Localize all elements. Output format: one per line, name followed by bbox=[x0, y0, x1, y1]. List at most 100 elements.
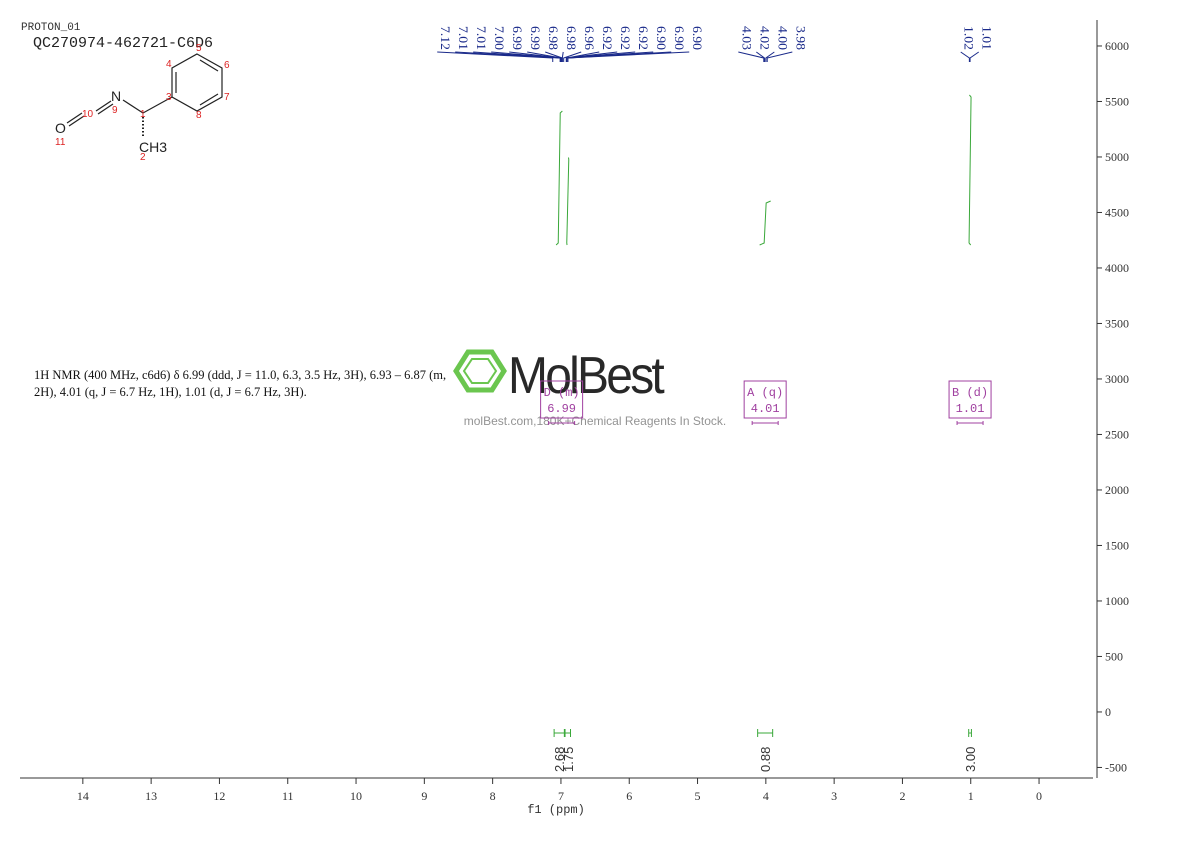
peak-connector bbox=[960, 51, 970, 62]
bond bbox=[122, 99, 144, 114]
integral-label: 0.88 bbox=[758, 747, 773, 772]
x-tick-label: 1 bbox=[968, 789, 974, 803]
peak-label: 7.12 bbox=[438, 26, 453, 50]
peak-label: 4.03 bbox=[739, 26, 754, 50]
multiplet-range bbox=[751, 421, 779, 425]
peak-connector bbox=[563, 51, 582, 62]
x-tick-label: 10 bbox=[350, 789, 362, 803]
bond bbox=[66, 112, 83, 124]
integral-range bbox=[564, 729, 572, 737]
peak-connector bbox=[738, 51, 765, 62]
atom-number: 2 bbox=[140, 152, 146, 163]
x-axis-label: f1 (ppm) bbox=[527, 803, 585, 817]
atom-numbers: 1 2 3 4 5 6 7 8 9 10 11 bbox=[55, 43, 230, 163]
atom-number: 4 bbox=[166, 59, 172, 70]
integral-label: 2.68 bbox=[552, 747, 567, 772]
benzene-ring bbox=[171, 53, 223, 112]
peak-connector bbox=[756, 51, 765, 62]
peak-label: 6.92 bbox=[636, 26, 651, 50]
x-tick-label: 8 bbox=[490, 789, 496, 803]
atom-number: 10 bbox=[82, 109, 94, 120]
multiplet-shift: 1.01 bbox=[956, 402, 985, 416]
x-tick-label: 11 bbox=[282, 789, 294, 803]
x-tick-label: 5 bbox=[695, 789, 701, 803]
peak-label: 1.01 bbox=[980, 26, 995, 50]
multiplet-range bbox=[956, 421, 984, 425]
peak-label: 6.96 bbox=[582, 26, 597, 51]
atom-number: 5 bbox=[196, 43, 202, 54]
peak-label: 4.00 bbox=[775, 26, 790, 50]
atom: O bbox=[55, 120, 66, 136]
integral-label: 3.00 bbox=[963, 747, 978, 772]
peak-connector bbox=[567, 51, 690, 62]
bond bbox=[68, 115, 85, 127]
watermark-tagline: molBest.com,180K+Chemical Reagents In St… bbox=[464, 414, 726, 428]
x-tick-label: 13 bbox=[145, 789, 157, 803]
integral-range bbox=[968, 729, 972, 737]
multiplet-name: D (m) bbox=[544, 386, 580, 400]
peak-label: 7.01 bbox=[456, 26, 471, 50]
integral-range bbox=[553, 729, 565, 737]
y-tick-label: 4500 bbox=[1105, 205, 1129, 219]
y-tick-label: 0 bbox=[1105, 705, 1111, 719]
atom-number: 6 bbox=[224, 60, 230, 71]
peak-connector bbox=[565, 51, 636, 62]
peak-connector bbox=[561, 51, 564, 62]
peak-connector bbox=[766, 51, 793, 62]
integral-label: 1.75 bbox=[561, 747, 576, 772]
x-tick-label: 12 bbox=[213, 789, 225, 803]
multiplet-range bbox=[548, 421, 576, 425]
peak-label: 6.98 bbox=[546, 26, 561, 50]
x-tick-label: 4 bbox=[763, 789, 769, 803]
atom-number: 3 bbox=[166, 92, 172, 103]
y-tick-label: 5000 bbox=[1105, 150, 1129, 164]
y-tick-label: -500 bbox=[1105, 760, 1127, 774]
peak-label: 6.90 bbox=[654, 26, 669, 50]
multiplet-shift: 6.99 bbox=[547, 402, 576, 416]
y-tick-label: 5500 bbox=[1105, 94, 1129, 108]
peak-label: 1.02 bbox=[962, 26, 977, 50]
x-tick-label: 7 bbox=[558, 789, 564, 803]
peak-label: 6.90 bbox=[690, 26, 705, 50]
bond bbox=[142, 96, 173, 114]
x-tick-label: 0 bbox=[1036, 789, 1042, 803]
peak-label: 6.99 bbox=[528, 26, 543, 50]
watermark-brand: MolBest bbox=[508, 347, 665, 405]
nmr-description: 1H NMR (400 MHz, c6d6) δ 6.99 (ddd, J = … bbox=[34, 368, 447, 399]
peak-label: 3.98 bbox=[793, 26, 808, 50]
logo bbox=[462, 358, 498, 384]
bond bbox=[97, 103, 114, 115]
peak-label: 6.92 bbox=[600, 26, 615, 50]
x-tick-label: 2 bbox=[899, 789, 905, 803]
atom: N bbox=[111, 88, 121, 104]
logo bbox=[453, 349, 507, 393]
atom-number: 9 bbox=[112, 105, 118, 116]
atom-number: 7 bbox=[224, 92, 230, 103]
integral-curve bbox=[759, 200, 771, 246]
atom-number: 8 bbox=[196, 110, 202, 121]
y-tick-label: 2500 bbox=[1105, 427, 1129, 441]
multiplet-box bbox=[743, 380, 787, 419]
header: PROTON_01 QC270974-462721-C6D6 bbox=[21, 22, 213, 52]
atom-number: 1 bbox=[140, 109, 146, 120]
multiplet-box bbox=[540, 380, 584, 419]
y-tick-label: 1000 bbox=[1105, 594, 1129, 608]
atoms: O N CH3 1 2 3 4 5 6 7 8 9 10 11 bbox=[55, 43, 230, 163]
y-tick-label: 2000 bbox=[1105, 483, 1129, 497]
integral-curve bbox=[968, 94, 972, 246]
multiplet-shift: 4.01 bbox=[751, 402, 780, 416]
peak-label: 6.99 bbox=[510, 26, 525, 50]
peak-label: 7.00 bbox=[492, 26, 507, 50]
experiment-name: PROTON_01 bbox=[21, 22, 81, 34]
x-tick-label: 3 bbox=[831, 789, 837, 803]
peak-label: 6.92 bbox=[618, 26, 633, 50]
integral-range bbox=[757, 729, 774, 737]
y-tick-label: 6000 bbox=[1105, 39, 1129, 53]
x-tick-label: 9 bbox=[421, 789, 427, 803]
peak-connector bbox=[969, 51, 980, 62]
multiplet-name: B (d) bbox=[952, 386, 988, 400]
multiplet-box bbox=[948, 380, 992, 419]
y-tick-label: 4000 bbox=[1105, 261, 1129, 275]
